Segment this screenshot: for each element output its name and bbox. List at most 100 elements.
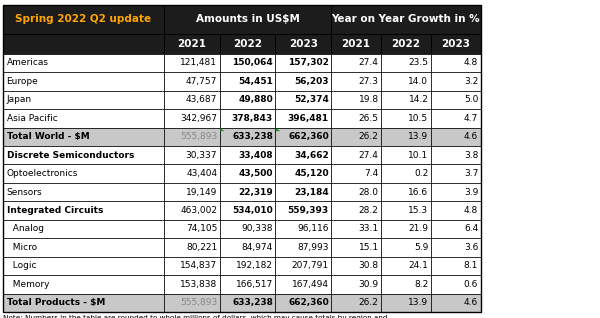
Text: 4.7: 4.7 [464,114,478,123]
Bar [381,164,431,183]
Text: 463,002: 463,002 [180,206,217,215]
Text: 121,481: 121,481 [180,59,217,67]
Bar [381,72,431,91]
Bar [431,91,481,109]
Bar [275,275,331,294]
Bar [431,164,481,183]
Bar [164,201,220,220]
Text: 559,393: 559,393 [287,206,329,215]
Text: 14.2: 14.2 [409,95,428,104]
Bar [275,220,331,238]
Bar [220,54,275,72]
Text: Note: Numbers in the table are rounded to whole millions of dollars, which may c: Note: Numbers in the table are rounded t… [3,315,388,318]
Bar [220,275,275,294]
Bar [381,34,431,54]
Text: 8.1: 8.1 [464,261,478,270]
Text: 23.5: 23.5 [409,59,428,67]
Bar [164,220,220,238]
Text: 19.8: 19.8 [358,95,379,104]
Bar [275,164,331,183]
Text: 166,517: 166,517 [236,280,273,289]
Bar [331,257,381,275]
Text: 19,149: 19,149 [186,188,217,197]
Text: 378,843: 378,843 [232,114,273,123]
Text: Integrated Circuits: Integrated Circuits [7,206,103,215]
Text: Amounts in US$M: Amounts in US$M [196,14,299,24]
Text: 5.9: 5.9 [414,243,428,252]
Bar [431,201,481,220]
Bar [431,34,481,54]
Text: 2023: 2023 [289,39,318,49]
Text: 10.1: 10.1 [408,151,428,160]
Bar [164,72,220,91]
Bar [331,275,381,294]
Text: Year on Year Growth in %: Year on Year Growth in % [332,14,480,24]
Text: 396,481: 396,481 [287,114,329,123]
Bar [381,183,431,201]
Bar [164,5,331,34]
Text: 207,791: 207,791 [292,261,329,270]
Bar [220,201,275,220]
Text: Sensors: Sensors [7,188,42,197]
Bar [431,294,481,312]
Bar [275,54,331,72]
Text: 555,893: 555,893 [180,132,217,141]
Bar [331,128,381,146]
Text: 27.4: 27.4 [359,151,379,160]
Text: 10.5: 10.5 [408,114,428,123]
Bar [431,146,481,164]
Text: 534,010: 534,010 [232,206,273,215]
Text: 2022: 2022 [233,39,262,49]
Text: 96,116: 96,116 [297,225,329,233]
Text: 5.0: 5.0 [464,95,478,104]
Bar [331,91,381,109]
Bar [220,183,275,201]
Bar [3,201,164,220]
Bar [3,34,164,54]
Bar [275,109,331,128]
Text: 34,662: 34,662 [294,151,329,160]
Bar [3,220,164,238]
Text: 47,757: 47,757 [186,77,217,86]
Bar [431,238,481,257]
Bar [275,257,331,275]
Text: 14.0: 14.0 [409,77,428,86]
Bar [331,146,381,164]
Text: 13.9: 13.9 [408,132,428,141]
Bar [164,128,220,146]
Text: 43,500: 43,500 [239,169,273,178]
Bar [220,294,275,312]
Text: 74,105: 74,105 [186,225,217,233]
Text: 23,184: 23,184 [294,188,329,197]
Text: Discrete Semiconductors: Discrete Semiconductors [7,151,134,160]
Text: 7.4: 7.4 [364,169,379,178]
Text: 13.9: 13.9 [408,298,428,307]
Bar [220,72,275,91]
Bar [431,54,481,72]
Bar [220,164,275,183]
Text: 26.5: 26.5 [359,114,379,123]
Text: 342,967: 342,967 [180,114,217,123]
Bar [381,275,431,294]
Bar [220,91,275,109]
Bar [275,146,331,164]
Text: 3.2: 3.2 [464,77,478,86]
Text: 4.6: 4.6 [464,298,478,307]
Bar [3,109,164,128]
Text: 30.8: 30.8 [358,261,379,270]
Bar [381,54,431,72]
Bar [220,109,275,128]
Bar [275,201,331,220]
Text: 21.9: 21.9 [409,225,428,233]
Text: 150,064: 150,064 [232,59,273,67]
Text: 3.7: 3.7 [464,169,478,178]
Text: 27.4: 27.4 [359,59,379,67]
Text: 2021: 2021 [341,39,371,49]
Text: 192,182: 192,182 [236,261,273,270]
Text: Memory: Memory [7,280,49,289]
Text: 555,893: 555,893 [180,298,217,307]
Polygon shape [276,128,280,131]
Bar [381,220,431,238]
Text: 80,221: 80,221 [186,243,217,252]
Bar [3,5,481,312]
